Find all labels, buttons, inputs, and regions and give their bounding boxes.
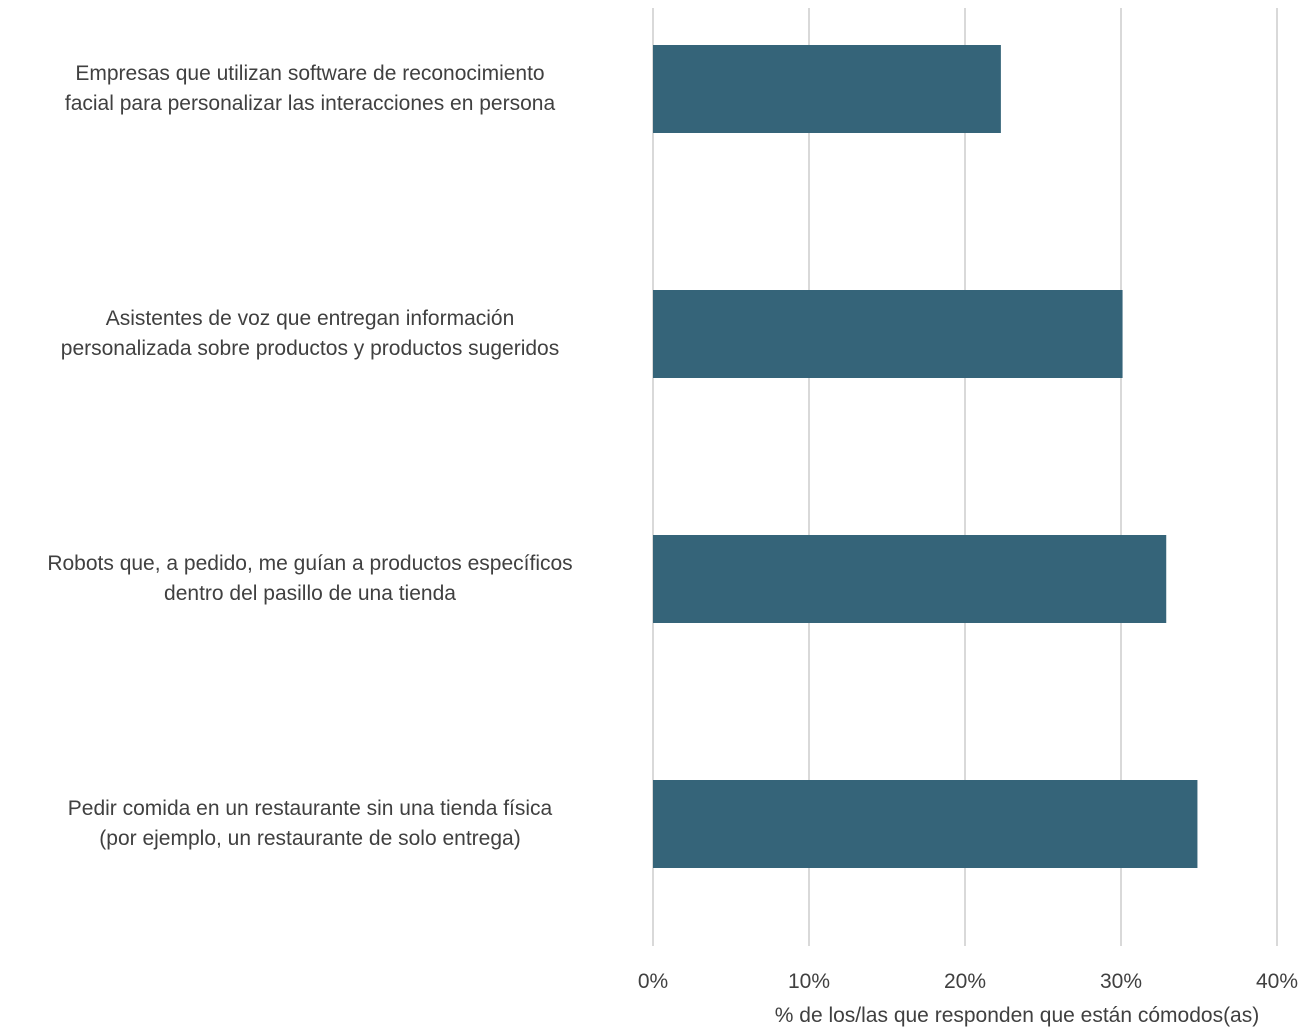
- category-label-line: Empresas que utilizan software de recono…: [75, 62, 545, 85]
- category-label-line: facial para personalizar las interaccion…: [64, 92, 556, 115]
- category-label-line: personalizada sobre productos y producto…: [60, 337, 560, 360]
- category-label-3: Robots que, a pedido, me guían a product…: [0, 549, 630, 609]
- category-label-line: Asistentes de voz que entregan informaci…: [105, 307, 515, 330]
- x-tick-label-2: 20%: [944, 970, 986, 993]
- category-label-line: (por ejemplo, un restaurante de solo ent…: [99, 827, 521, 850]
- category-label-line: Pedir comida en un restaurante sin una t…: [67, 797, 553, 820]
- bar-4: [653, 780, 1198, 868]
- bar-3: [653, 535, 1167, 623]
- category-label-line: dentro del pasillo de una tienda: [164, 582, 456, 605]
- x-axis-title: % de los/las que responden que están cóm…: [775, 1004, 1259, 1027]
- bar-2: [653, 290, 1123, 378]
- bar-1: [653, 45, 1001, 133]
- category-label-1: Empresas que utilizan software de recono…: [0, 59, 630, 119]
- x-tick-label-1: 10%: [788, 970, 830, 993]
- category-label-line: Robots que, a pedido, me guían a product…: [47, 552, 573, 575]
- x-axis-ticks: 0% 10% 20% 30% 40%: [638, 970, 1298, 993]
- x-tick-label-4: 40%: [1256, 970, 1298, 993]
- bars: [653, 45, 1198, 868]
- category-label-4: Pedir comida en un restaurante sin una t…: [0, 794, 630, 854]
- x-tick-label-0: 0%: [638, 970, 668, 993]
- x-tick-label-3: 30%: [1100, 970, 1142, 993]
- category-label-2: Asistentes de voz que entregan informaci…: [0, 304, 630, 364]
